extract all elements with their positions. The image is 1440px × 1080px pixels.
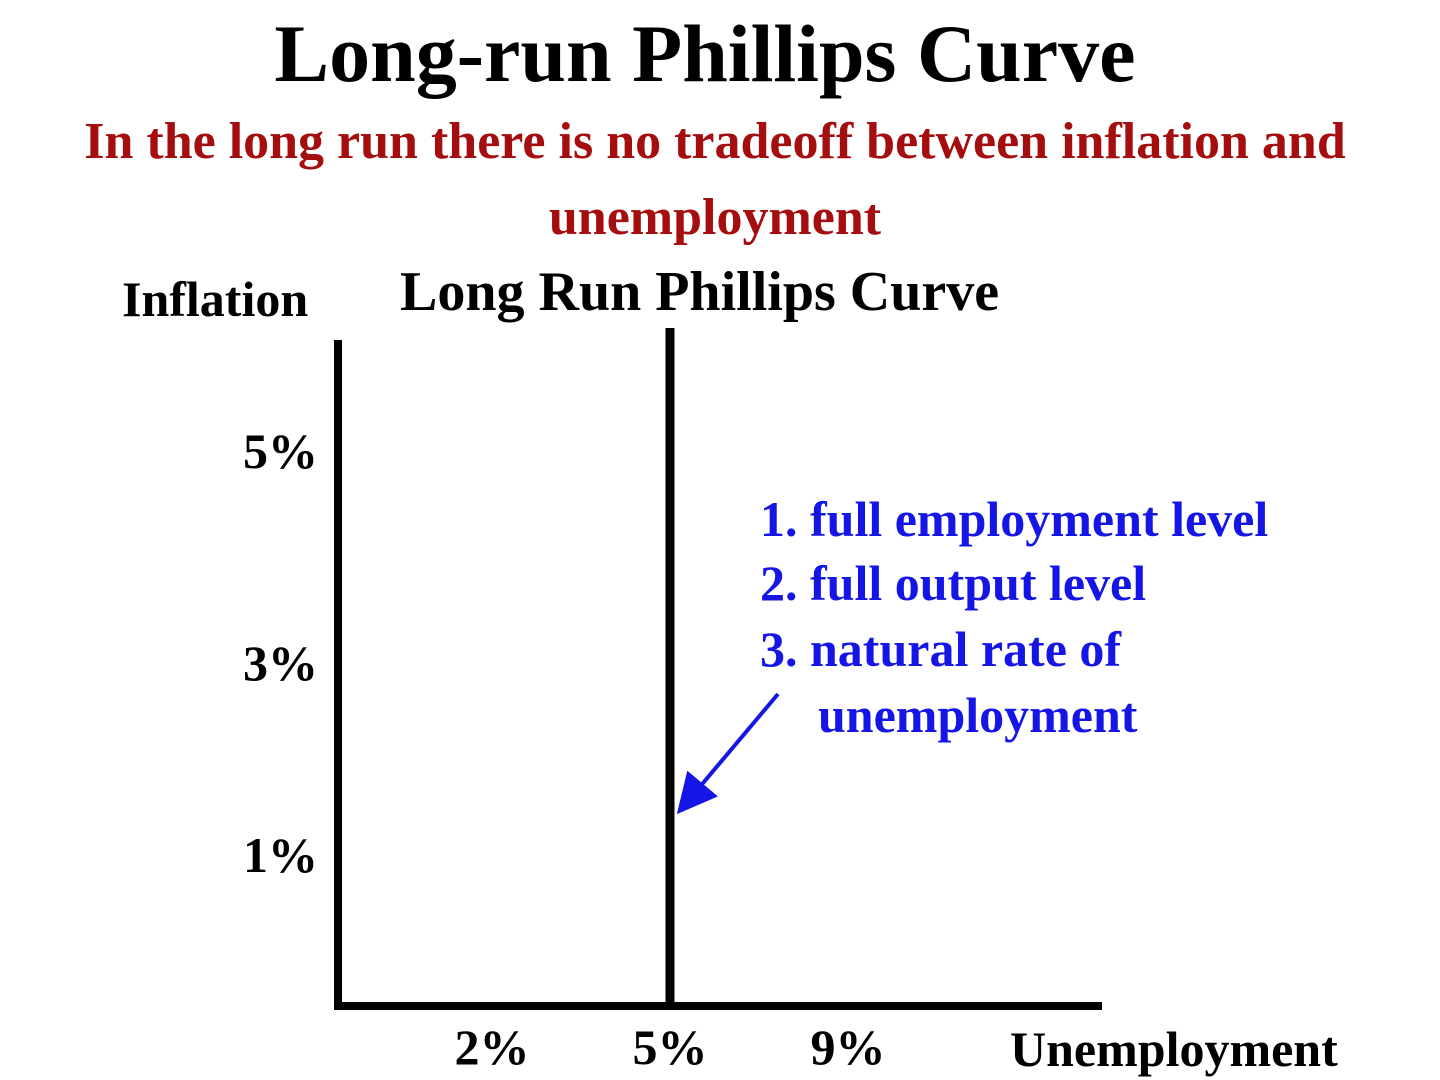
annotation-line: 1. full employment level (760, 491, 1268, 547)
slide-subtitle: In the long run there is no tradeoff bet… (84, 113, 1346, 246)
x-tick-label: 5% (633, 1019, 708, 1075)
annotation-line: unemployment (818, 687, 1138, 743)
x-tick-label: 9% (811, 1019, 886, 1075)
annotation-line: 2. full output level (760, 555, 1146, 611)
y-tick-label: 1% (243, 827, 318, 883)
x-tick-labels: 2% 5% 9% (455, 1019, 886, 1075)
annotation-group: 1. full employment level 2. full output l… (676, 491, 1268, 815)
annotation-arrow (676, 692, 780, 815)
y-tick-label: 3% (243, 635, 318, 691)
y-tick-label: 5% (243, 423, 318, 479)
slide-title: Long-run Phillips Curve (274, 8, 1136, 99)
y-axis-label: Inflation (122, 271, 308, 327)
x-axis-label: Unemployment (1010, 1021, 1338, 1077)
x-tick-label: 2% (455, 1019, 530, 1075)
chart-title: Long Run Phillips Curve (400, 261, 999, 323)
y-tick-labels: 5% 3% 1% (243, 423, 318, 883)
annotation-line: 3. natural rate of (760, 621, 1122, 677)
